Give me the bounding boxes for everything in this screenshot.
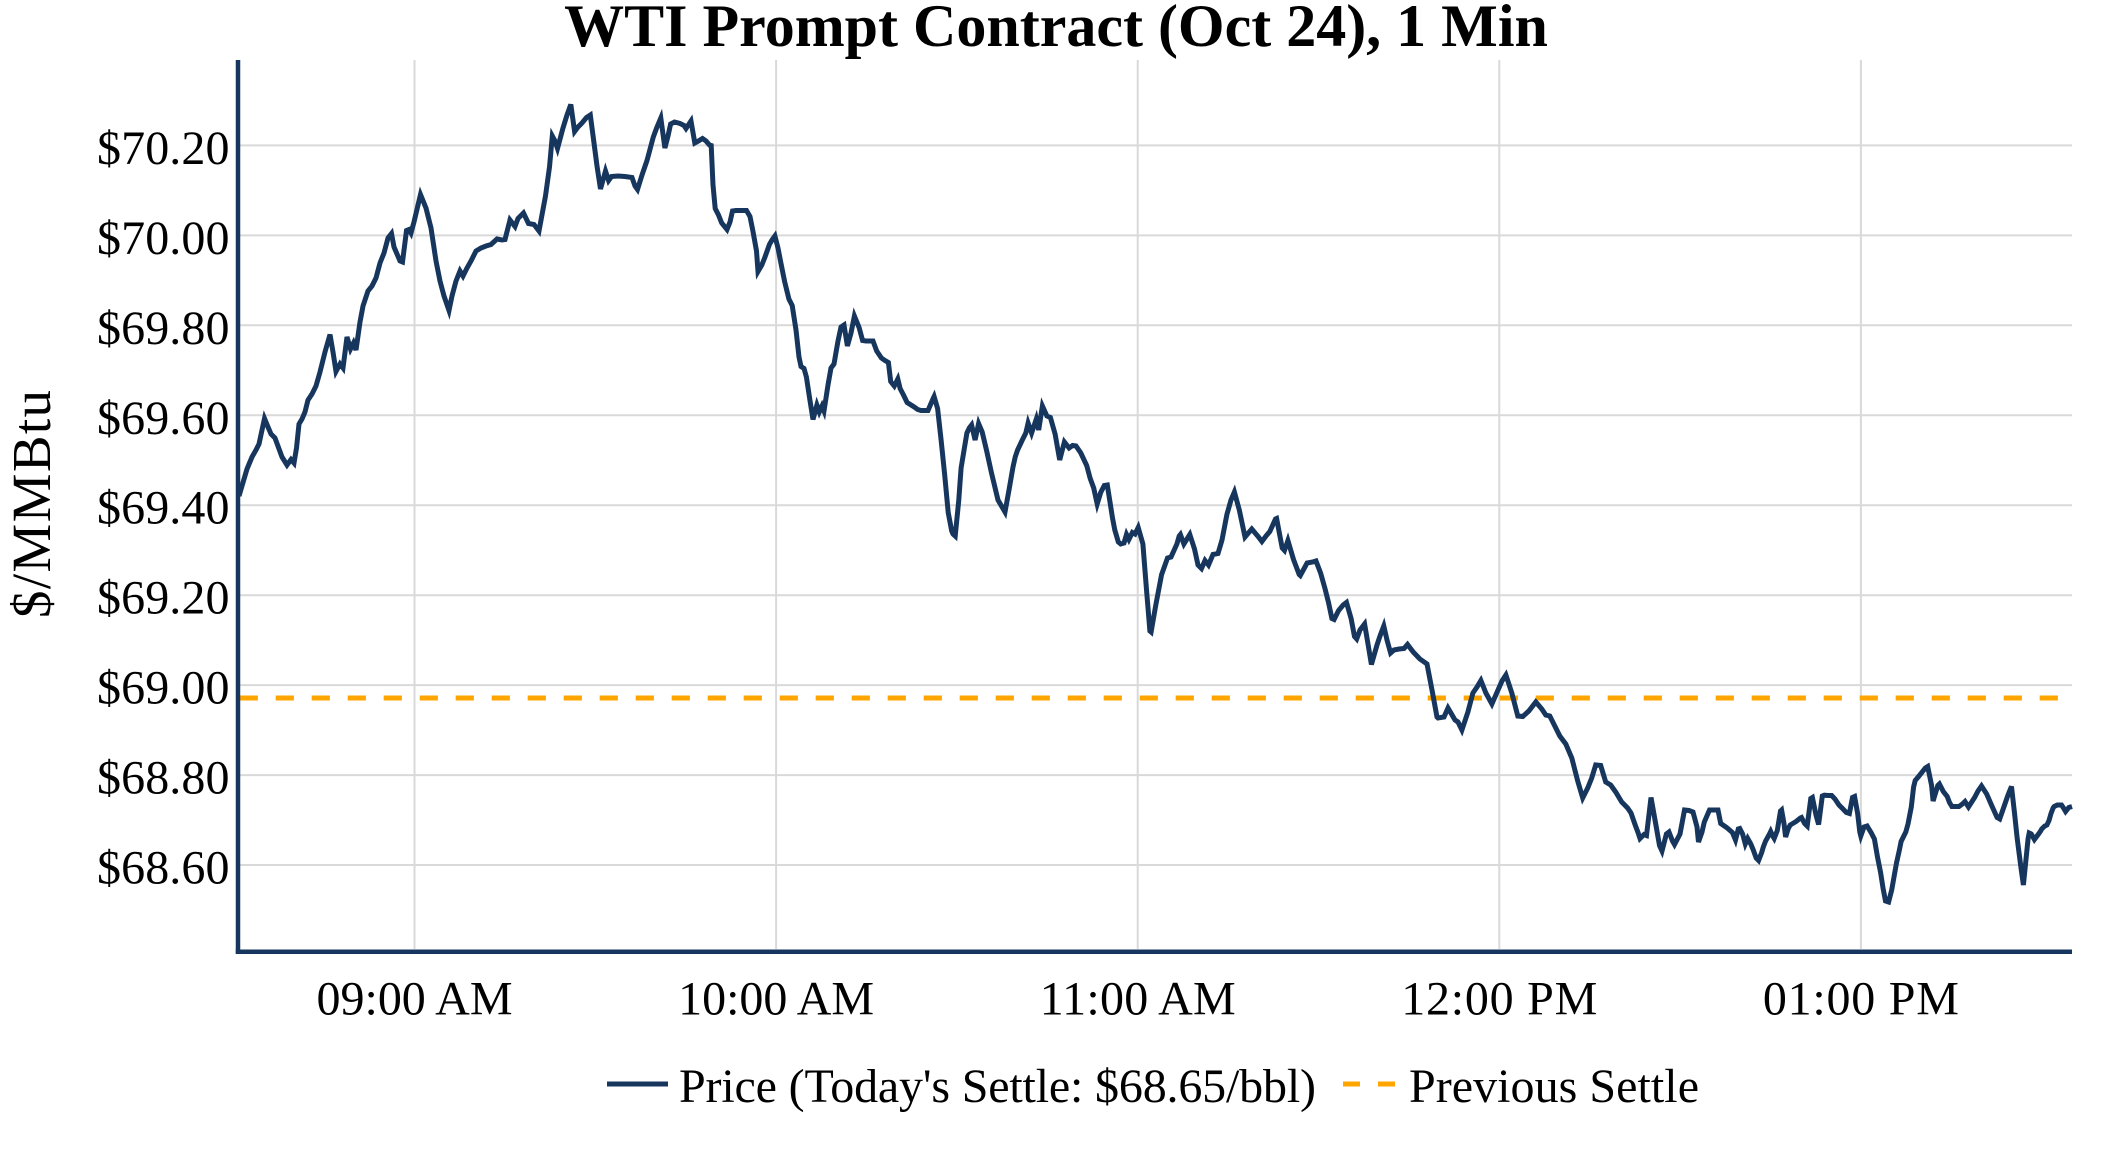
- svg-text:$69.60: $69.60: [97, 392, 230, 445]
- svg-text:Price (Today's Settle: $68.65/: Price (Today's Settle: $68.65/bbl): [679, 1060, 1316, 1113]
- svg-text:$69.00: $69.00: [97, 662, 230, 715]
- svg-text:$70.20: $70.20: [97, 122, 230, 175]
- svg-text:Previous Settle: Previous Settle: [1409, 1060, 1699, 1113]
- svg-text:$68.60: $68.60: [97, 842, 230, 895]
- svg-text:WTI Prompt Contract (Oct 24),: WTI Prompt Contract (Oct 24), 1 Min: [564, 0, 1548, 59]
- svg-text:01:00 PM: 01:00 PM: [1763, 973, 1959, 1026]
- svg-text:$70.00: $70.00: [97, 212, 230, 265]
- svg-text:$69.80: $69.80: [97, 302, 230, 355]
- svg-text:$/MMBtu: $/MMBtu: [1, 390, 62, 618]
- svg-text:09:00 AM: 09:00 AM: [317, 973, 513, 1026]
- svg-text:$68.80: $68.80: [97, 752, 230, 805]
- svg-text:11:00 AM: 11:00 AM: [1040, 973, 1236, 1026]
- svg-text:10:00 AM: 10:00 AM: [678, 973, 874, 1026]
- svg-text:$69.40: $69.40: [97, 482, 230, 535]
- svg-text:$69.20: $69.20: [97, 572, 230, 625]
- svg-text:12:00 PM: 12:00 PM: [1401, 973, 1597, 1026]
